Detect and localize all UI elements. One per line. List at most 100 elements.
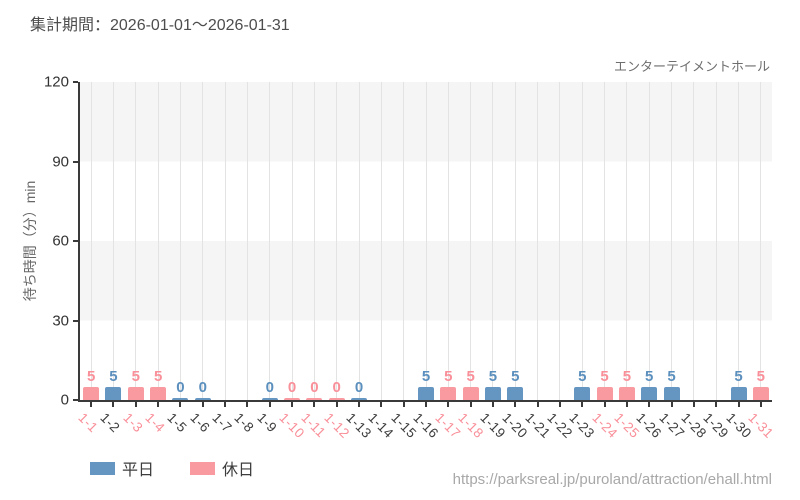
vertical-gridline xyxy=(581,82,583,400)
bar-value-label: 0 xyxy=(265,379,274,396)
x-tick-label: 1-23 xyxy=(566,410,598,442)
bar xyxy=(127,387,144,400)
x-tick-mark xyxy=(313,402,316,407)
x-tick-label: 1-31 xyxy=(745,410,777,442)
x-tick-mark xyxy=(670,402,673,407)
bar xyxy=(663,387,680,400)
x-tick-mark xyxy=(558,402,561,407)
bar-value-label: 5 xyxy=(622,368,632,385)
vertical-gridline xyxy=(380,82,382,400)
vertical-gridline xyxy=(447,82,449,400)
vertical-gridline xyxy=(648,82,650,400)
bar-value-label: 5 xyxy=(511,368,520,385)
bar xyxy=(730,387,747,400)
bar-value-label: 0 xyxy=(198,379,207,396)
vertical-gridline xyxy=(246,82,248,400)
bar-value-label: 0 xyxy=(332,379,341,396)
x-tick-label: 1-1 xyxy=(75,410,102,436)
x-tick-mark xyxy=(603,402,606,407)
vertical-gridline xyxy=(313,82,315,400)
x-tick-mark xyxy=(692,402,695,407)
bar-value-label: 5 xyxy=(734,368,743,385)
bar-value-label: 5 xyxy=(645,368,654,385)
x-tick-label: 1-14 xyxy=(365,410,397,442)
x-tick-label: 1-6 xyxy=(187,410,213,436)
x-tick-label: 1-5 xyxy=(164,410,191,436)
bar xyxy=(752,387,769,400)
bar-value-label: 5 xyxy=(466,368,475,385)
bar-value-label: 5 xyxy=(488,368,498,385)
vertical-gridline xyxy=(291,82,293,400)
bar xyxy=(150,387,167,400)
vertical-gridline xyxy=(135,82,137,400)
x-tick-mark xyxy=(491,402,494,407)
bar xyxy=(618,387,635,400)
x-tick-label: 1-3 xyxy=(120,410,146,436)
bar xyxy=(261,398,278,400)
vertical-gridline xyxy=(760,82,762,400)
x-tick-mark xyxy=(581,402,584,407)
y-axis-label: 待ち時間（分）min xyxy=(22,180,38,302)
x-tick-label: 1-29 xyxy=(700,410,732,442)
bar xyxy=(306,398,323,400)
bar-value-label: 0 xyxy=(176,379,185,396)
vertical-gridline xyxy=(671,82,673,400)
vertical-gridline xyxy=(514,82,516,400)
y-tick-mark xyxy=(73,81,78,83)
vertical-gridline xyxy=(202,82,204,400)
x-tick-label: 1-9 xyxy=(254,410,280,436)
x-tick-label: 1-8 xyxy=(231,410,258,436)
x-tick-label: 1-7 xyxy=(209,410,235,436)
bar xyxy=(462,387,479,400)
bar-value-label: 5 xyxy=(153,368,163,385)
x-tick-mark xyxy=(737,402,740,407)
y-tick-mark xyxy=(73,319,78,322)
vertical-gridline xyxy=(715,82,717,400)
vertical-gridline xyxy=(492,82,494,400)
vertical-gridline xyxy=(269,82,271,400)
bar-value-label: 5 xyxy=(131,368,140,385)
y-tick-mark xyxy=(73,160,78,163)
y-tick-label: 30 xyxy=(52,312,69,329)
vertical-gridline xyxy=(738,82,740,400)
x-tick-mark xyxy=(380,402,383,407)
x-tick-label: 1-20 xyxy=(499,410,531,442)
x-tick-mark xyxy=(648,402,651,407)
legend-swatch-holiday xyxy=(190,461,216,475)
x-tick-mark xyxy=(335,402,338,407)
x-tick-mark xyxy=(90,402,93,407)
x-tick-mark xyxy=(268,402,271,407)
y-tick-label: 60 xyxy=(52,232,69,250)
vertical-gridline xyxy=(604,82,606,400)
bar xyxy=(83,387,100,400)
bar xyxy=(105,387,122,400)
x-tick-mark xyxy=(224,402,227,407)
x-tick-label: 1-11 xyxy=(298,410,330,441)
source-url: https://parksreal.jp/puroland/attraction… xyxy=(452,471,772,488)
vertical-gridline xyxy=(358,82,360,400)
bar xyxy=(440,387,457,400)
bar xyxy=(507,387,524,400)
x-tick-label: 1-17 xyxy=(432,410,464,442)
x-tick-mark xyxy=(425,402,427,407)
vertical-gridline xyxy=(224,82,226,400)
bar-value-label: 0 xyxy=(287,379,297,396)
y-tick-label: 0 xyxy=(60,391,69,409)
bar xyxy=(574,387,591,400)
attraction-name-label: エンターテイメントホール xyxy=(613,59,770,74)
x-tick-mark xyxy=(625,402,628,407)
bar-value-label: 5 xyxy=(444,368,453,385)
vertical-gridline xyxy=(470,82,472,400)
x-tick-mark xyxy=(291,402,294,407)
bar xyxy=(284,398,301,400)
x-tick-label: 1-2 xyxy=(97,410,124,436)
vertical-gridline xyxy=(336,82,338,400)
legend: 平日 休日 xyxy=(90,456,290,480)
x-tick-mark xyxy=(514,402,517,407)
x-tick-label: 1-4 xyxy=(142,410,168,436)
bar-value-label: 5 xyxy=(756,368,765,385)
x-tick-mark xyxy=(246,402,249,407)
report-period-title: 集計期間：2026-01-01〜2026-01-31 xyxy=(30,17,290,34)
legend-swatch-weekday xyxy=(90,461,115,475)
